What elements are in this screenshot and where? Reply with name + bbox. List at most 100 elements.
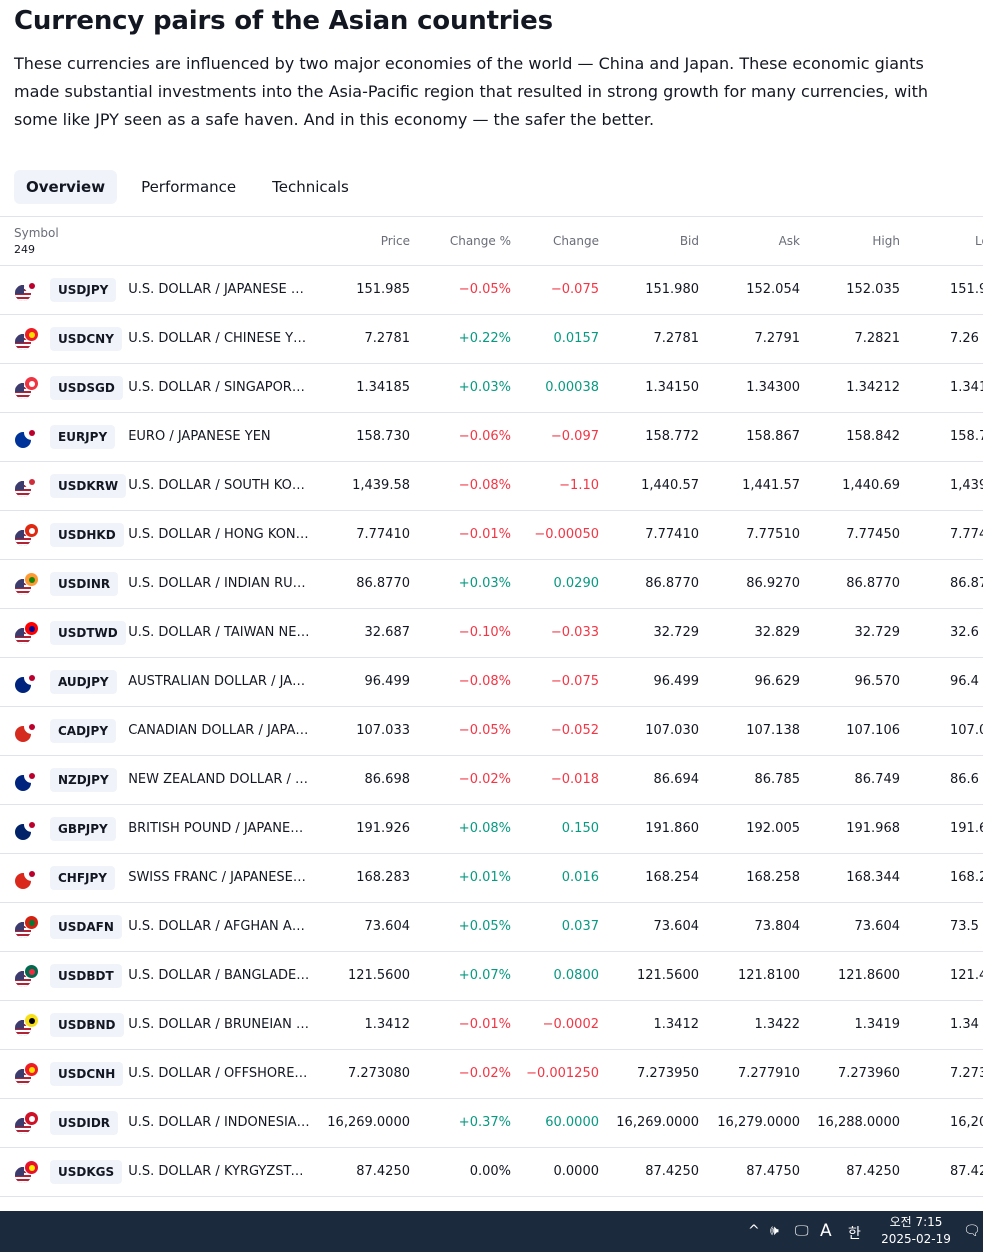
ticker-badge[interactable]: USDAFN [50, 915, 122, 939]
column-change-pct[interactable]: Change % [449, 234, 511, 248]
column-low[interactable]: Low [975, 234, 983, 248]
pair-name[interactable]: SWISS FRANC / JAPANESE YEN [128, 870, 310, 885]
chevron-up-icon[interactable]: ^ [748, 1223, 760, 1239]
table-row[interactable]: GBPJPY BRITISH POUND / JAPANESE ... 191.92… [0, 805, 983, 854]
table-row[interactable]: EURJPY EURO / JAPANESE YEN 158.730 −0.06% −0… [0, 413, 983, 462]
column-high[interactable]: High [872, 234, 900, 248]
table-row[interactable]: USDINR U.S. DOLLAR / INDIAN RUPEE 86.8770 +… [0, 560, 983, 609]
table-row[interactable]: CHFJPY SWISS FRANC / JAPANESE YEN 168.283 +… [0, 854, 983, 903]
pair-name[interactable]: CANADIAN DOLLAR / JAPANE... [128, 723, 310, 738]
table-row[interactable]: USDKRW U.S. DOLLAR / SOUTH KORE... 1,439.5… [0, 462, 983, 511]
pair-name[interactable]: U.S. DOLLAR / SOUTH KORE... [128, 478, 310, 493]
table-row[interactable]: USDCNY U.S. DOLLAR / CHINESE YUAN 7.2781 +0… [0, 315, 983, 364]
ticker-badge[interactable]: USDKRW [50, 474, 127, 498]
pair-name[interactable]: U.S. DOLLAR / AFGHAN AFG... [128, 919, 310, 934]
ticker-badge[interactable]: USDCNH [50, 1062, 124, 1086]
table-row[interactable]: USDIDR U.S. DOLLAR / INDONESIAN ... 16,269… [0, 1099, 983, 1148]
column-ask[interactable]: Ask [778, 234, 800, 248]
pair-name[interactable]: AUSTRALIAN DOLLAR / JAPA... [128, 674, 310, 689]
table-row[interactable]: AUDJPY AUSTRALIAN DOLLAR / JAPA... 96.499 −… [0, 658, 983, 707]
pair-name[interactable]: U.S. DOLLAR / INDONESIAN ... [128, 1115, 310, 1130]
ticker-badge[interactable]: USDTWD [50, 621, 126, 645]
bid-cell: 86.8770 [645, 576, 699, 591]
ticker-badge[interactable]: USDIDR [50, 1111, 119, 1135]
pair-name[interactable]: EURO / JAPANESE YEN [128, 429, 271, 444]
change-pct-cell: −0.05% [458, 282, 511, 297]
pair-name[interactable]: U.S. DOLLAR / CHINESE YUAN [128, 331, 310, 346]
change-cell: −0.075 [550, 282, 599, 297]
column-bid[interactable]: Bid [679, 234, 699, 248]
table-row[interactable]: USDBND U.S. DOLLAR / BRUNEIAN D... 1.3412 −… [0, 1001, 983, 1050]
pair-name[interactable]: U.S. DOLLAR / JAPANESE YEN [128, 282, 310, 297]
bid-cell: 87.4250 [645, 1164, 699, 1179]
ticker-badge[interactable]: USDBND [50, 1013, 124, 1037]
price-cell: 73.604 [364, 919, 411, 934]
ticker-badge[interactable]: EURJPY [50, 425, 116, 449]
ticker-badge[interactable]: USDCNY [50, 327, 122, 351]
ticker-badge[interactable]: USDJPY [50, 278, 117, 302]
ticker-badge[interactable]: USDSGD [50, 376, 123, 400]
high-cell: 191.968 [846, 821, 900, 836]
currency-flags-icon [14, 327, 40, 351]
pair-name[interactable]: U.S. DOLLAR / OFFSHORE C... [128, 1066, 310, 1081]
change-pct-cell: −0.01% [458, 1017, 511, 1032]
tab-performance[interactable]: Performance [141, 178, 237, 196]
column-change[interactable]: Change [553, 234, 599, 248]
pair-name[interactable]: BRITISH POUND / JAPANESE ... [128, 821, 310, 836]
table-row[interactable]: USDAFN U.S. DOLLAR / AFGHAN AFG... 73.604 +… [0, 903, 983, 952]
high-cell: 168.344 [846, 870, 900, 885]
network-icon[interactable]: 🖵 [795, 1223, 809, 1239]
pair-name[interactable]: NEW ZEALAND DOLLAR / JA... [128, 772, 310, 787]
ticker-badge[interactable]: GBPJPY [50, 817, 116, 841]
table-row[interactable]: USDBDT U.S. DOLLAR / BANGLADESH... 121.560… [0, 952, 983, 1001]
ime-hangul-indicator[interactable]: 한 [848, 1226, 861, 1242]
column-price[interactable]: Price [380, 234, 410, 248]
ask-cell: 16,279.0000 [717, 1115, 800, 1130]
low-cell: 7.774 [950, 527, 983, 542]
table-row[interactable]: USDJPY U.S. DOLLAR / JAPANESE YEN 151.985 −… [0, 266, 983, 315]
clock[interactable]: 오전 7:15 2025-02-19 [881, 1214, 951, 1248]
bid-cell: 1.34150 [645, 380, 699, 395]
column-symbol[interactable]: Symbol [14, 226, 59, 240]
bid-cell: 107.030 [645, 723, 699, 738]
table-row[interactable]: USDHKD U.S. DOLLAR / HONG KONG ... 7.77410… [0, 511, 983, 560]
notifications-icon[interactable]: 🗨 [963, 1223, 981, 1239]
low-cell: 16,203.00 [950, 1115, 983, 1130]
table-row[interactable]: USDCNH U.S. DOLLAR / OFFSHORE C... 7.27308… [0, 1050, 983, 1099]
ticker-badge[interactable]: NZDJPY [50, 768, 117, 792]
pair-name[interactable]: U.S. DOLLAR / INDIAN RUPEE [128, 576, 310, 591]
table-row[interactable]: USDKGS U.S. DOLLAR / KYRGYZSTAN... 87.4250… [0, 1148, 983, 1197]
ticker-badge[interactable]: USDHKD [50, 523, 124, 547]
ticker-badge[interactable]: USDKGS [50, 1160, 123, 1184]
currency-flags-icon [14, 572, 40, 596]
bid-cell: 1,440.57 [641, 478, 699, 493]
table-row[interactable]: CADJPY CANADIAN DOLLAR / JAPANE... 107.033… [0, 707, 983, 756]
table-row[interactable]: NZDJPY NEW ZEALAND DOLLAR / JA... 86.698 −0… [0, 756, 983, 805]
table-row[interactable]: USDSGD U.S. DOLLAR / SINGAPORE D... 1.3418… [0, 364, 983, 413]
ime-mode-indicator[interactable]: A [820, 1221, 832, 1241]
pair-name[interactable]: U.S. DOLLAR / BANGLADESH... [128, 968, 310, 983]
ticker-badge[interactable]: CHFJPY [50, 866, 115, 890]
ask-cell: 1,441.57 [742, 478, 800, 493]
price-cell: 86.8770 [356, 576, 410, 591]
table-row[interactable]: USDTWD U.S. DOLLAR / TAIWAN NEW... 32.687 −… [0, 609, 983, 658]
ticker-badge[interactable]: USDINR [50, 572, 119, 596]
ask-cell: 32.829 [754, 625, 801, 640]
ask-cell: 158.867 [746, 429, 800, 444]
pair-name[interactable]: U.S. DOLLAR / SINGAPORE D... [128, 380, 310, 395]
pair-name[interactable]: U.S. DOLLAR / HONG KONG ... [128, 527, 310, 542]
ticker-badge[interactable]: AUDJPY [50, 670, 117, 694]
change-cell: 0.00038 [545, 380, 599, 395]
tab-technicals[interactable]: Technicals [272, 178, 349, 196]
ticker-badge[interactable]: CADJPY [50, 719, 117, 743]
pair-name[interactable]: U.S. DOLLAR / TAIWAN NEW... [128, 625, 310, 640]
clock-time: 오전 7:15 [889, 1215, 943, 1229]
ticker-badge[interactable]: USDBDT [50, 964, 122, 988]
currency-flags-icon [14, 915, 40, 939]
pair-name[interactable]: U.S. DOLLAR / BRUNEIAN D... [128, 1017, 310, 1032]
change-cell: −0.052 [550, 723, 599, 738]
high-cell: 1,440.69 [842, 478, 900, 493]
tab-overview[interactable]: Overview [14, 170, 118, 204]
volume-icon[interactable]: 🕪 [770, 1223, 779, 1239]
pair-name[interactable]: U.S. DOLLAR / KYRGYZSTAN... [128, 1164, 310, 1179]
